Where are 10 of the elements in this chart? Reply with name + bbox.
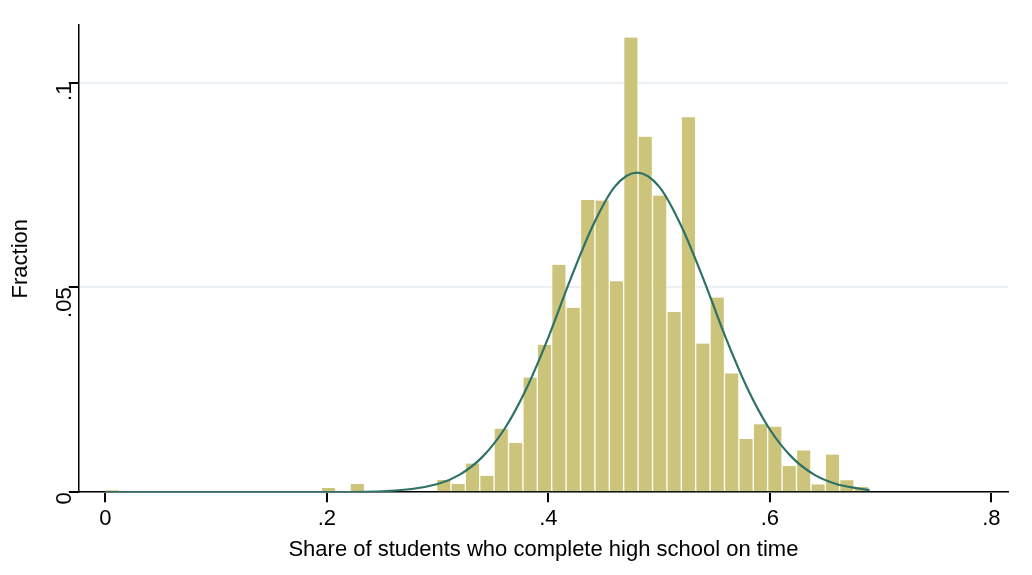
y-tick-label: .1 (50, 82, 76, 101)
x-axis-title: Share of students who complete high school on time (288, 535, 799, 561)
y-tick-label: .05 (50, 287, 76, 318)
x-tick-label: .6 (760, 505, 780, 531)
x-tick-label: 0 (99, 505, 112, 531)
x-tick-label: .4 (539, 505, 558, 531)
x-tick-label: .2 (317, 505, 337, 531)
y-axis-title: Fraction (7, 218, 33, 299)
x-tick-label: .8 (982, 505, 1001, 531)
y-tick-label: 0 (50, 492, 76, 505)
